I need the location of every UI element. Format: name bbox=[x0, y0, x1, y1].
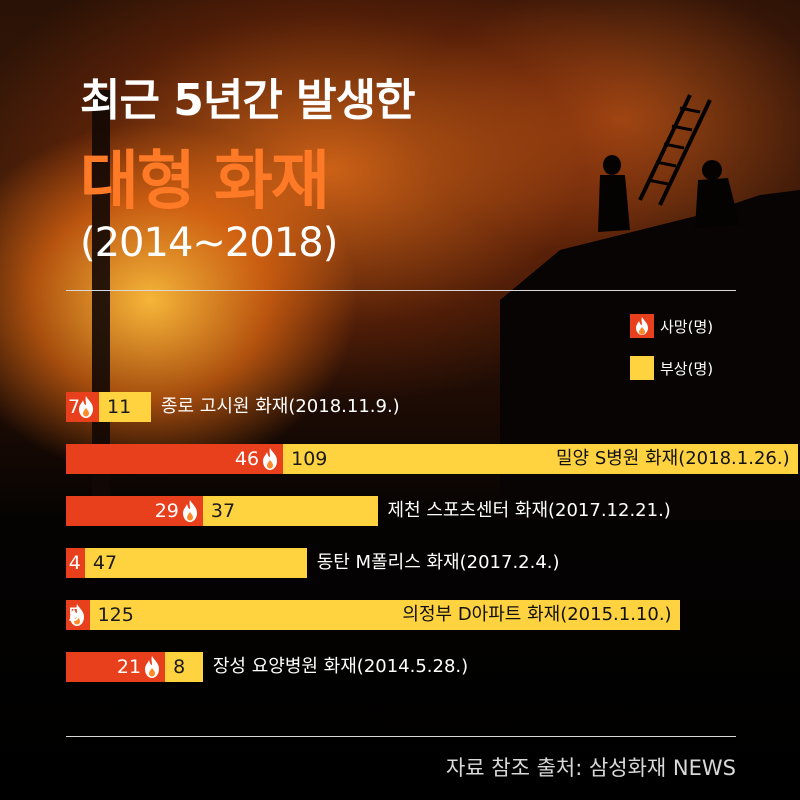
injury-bar bbox=[165, 652, 203, 682]
title-line-2: 대형 화재 bbox=[80, 145, 330, 219]
title-line-1: 최근 5년간 발생한 bbox=[80, 75, 416, 126]
top-divider bbox=[66, 290, 736, 291]
death-value-label: 21 bbox=[116, 656, 142, 678]
category-label: 장성 요양병원 화재(2014.5.28.) bbox=[212, 656, 469, 677]
injury-value-label: 8 bbox=[173, 656, 186, 678]
legend-injuries: 부상(명) bbox=[630, 355, 713, 381]
injury-value-label: 11 bbox=[107, 396, 132, 418]
death-value-label: 46 bbox=[234, 448, 260, 470]
legend-deaths-label: 사망(명) bbox=[660, 317, 714, 336]
death-value-label: 5 bbox=[68, 604, 81, 626]
injury-value-label: 109 bbox=[291, 448, 328, 470]
category-label: 동탄 M폴리스 화재(2017.2.4.) bbox=[316, 552, 560, 573]
injury-value-label: 125 bbox=[97, 604, 134, 626]
death-bar bbox=[66, 496, 203, 526]
injury-bar bbox=[99, 392, 151, 422]
injury-value-label: 37 bbox=[210, 500, 236, 522]
category-label: 제천 스포츠센터 화재(2017.12.21.) bbox=[387, 500, 671, 521]
bottom-divider bbox=[66, 736, 736, 737]
category-label: 밀양 S병원 화재(2018.1.26.) bbox=[555, 448, 790, 469]
legend-injuries-label: 부상(명) bbox=[660, 359, 714, 378]
death-bar bbox=[66, 444, 284, 474]
fire-icon bbox=[76, 395, 96, 419]
fire-icon bbox=[180, 499, 200, 523]
death-value-label: 29 bbox=[154, 500, 179, 522]
fire-icon bbox=[260, 447, 280, 471]
fire-icon bbox=[630, 314, 654, 338]
source-note: 자료 참조 출처: 삼성화재 NEWS bbox=[445, 756, 736, 780]
category-label: 의정부 D아파트 화재(2015.1.10.) bbox=[402, 604, 672, 625]
injury-bar bbox=[283, 444, 798, 474]
death-value-label: 4 bbox=[68, 552, 81, 574]
category-label: 종로 고시원 화재(2018.11.9.) bbox=[160, 396, 400, 417]
injury-swatch bbox=[630, 356, 654, 380]
title-period: (2014~2018) bbox=[80, 220, 338, 266]
fire-icon bbox=[142, 655, 162, 679]
fire-icon bbox=[67, 603, 87, 627]
injury-bar bbox=[202, 496, 378, 526]
injury-bar bbox=[89, 600, 680, 630]
death-bar bbox=[66, 548, 85, 578]
legend-deaths: 사망(명) bbox=[630, 313, 713, 339]
injury-bar bbox=[84, 548, 307, 578]
injury-value-label: 47 bbox=[92, 552, 118, 574]
death-value-label: 7 bbox=[68, 396, 81, 418]
